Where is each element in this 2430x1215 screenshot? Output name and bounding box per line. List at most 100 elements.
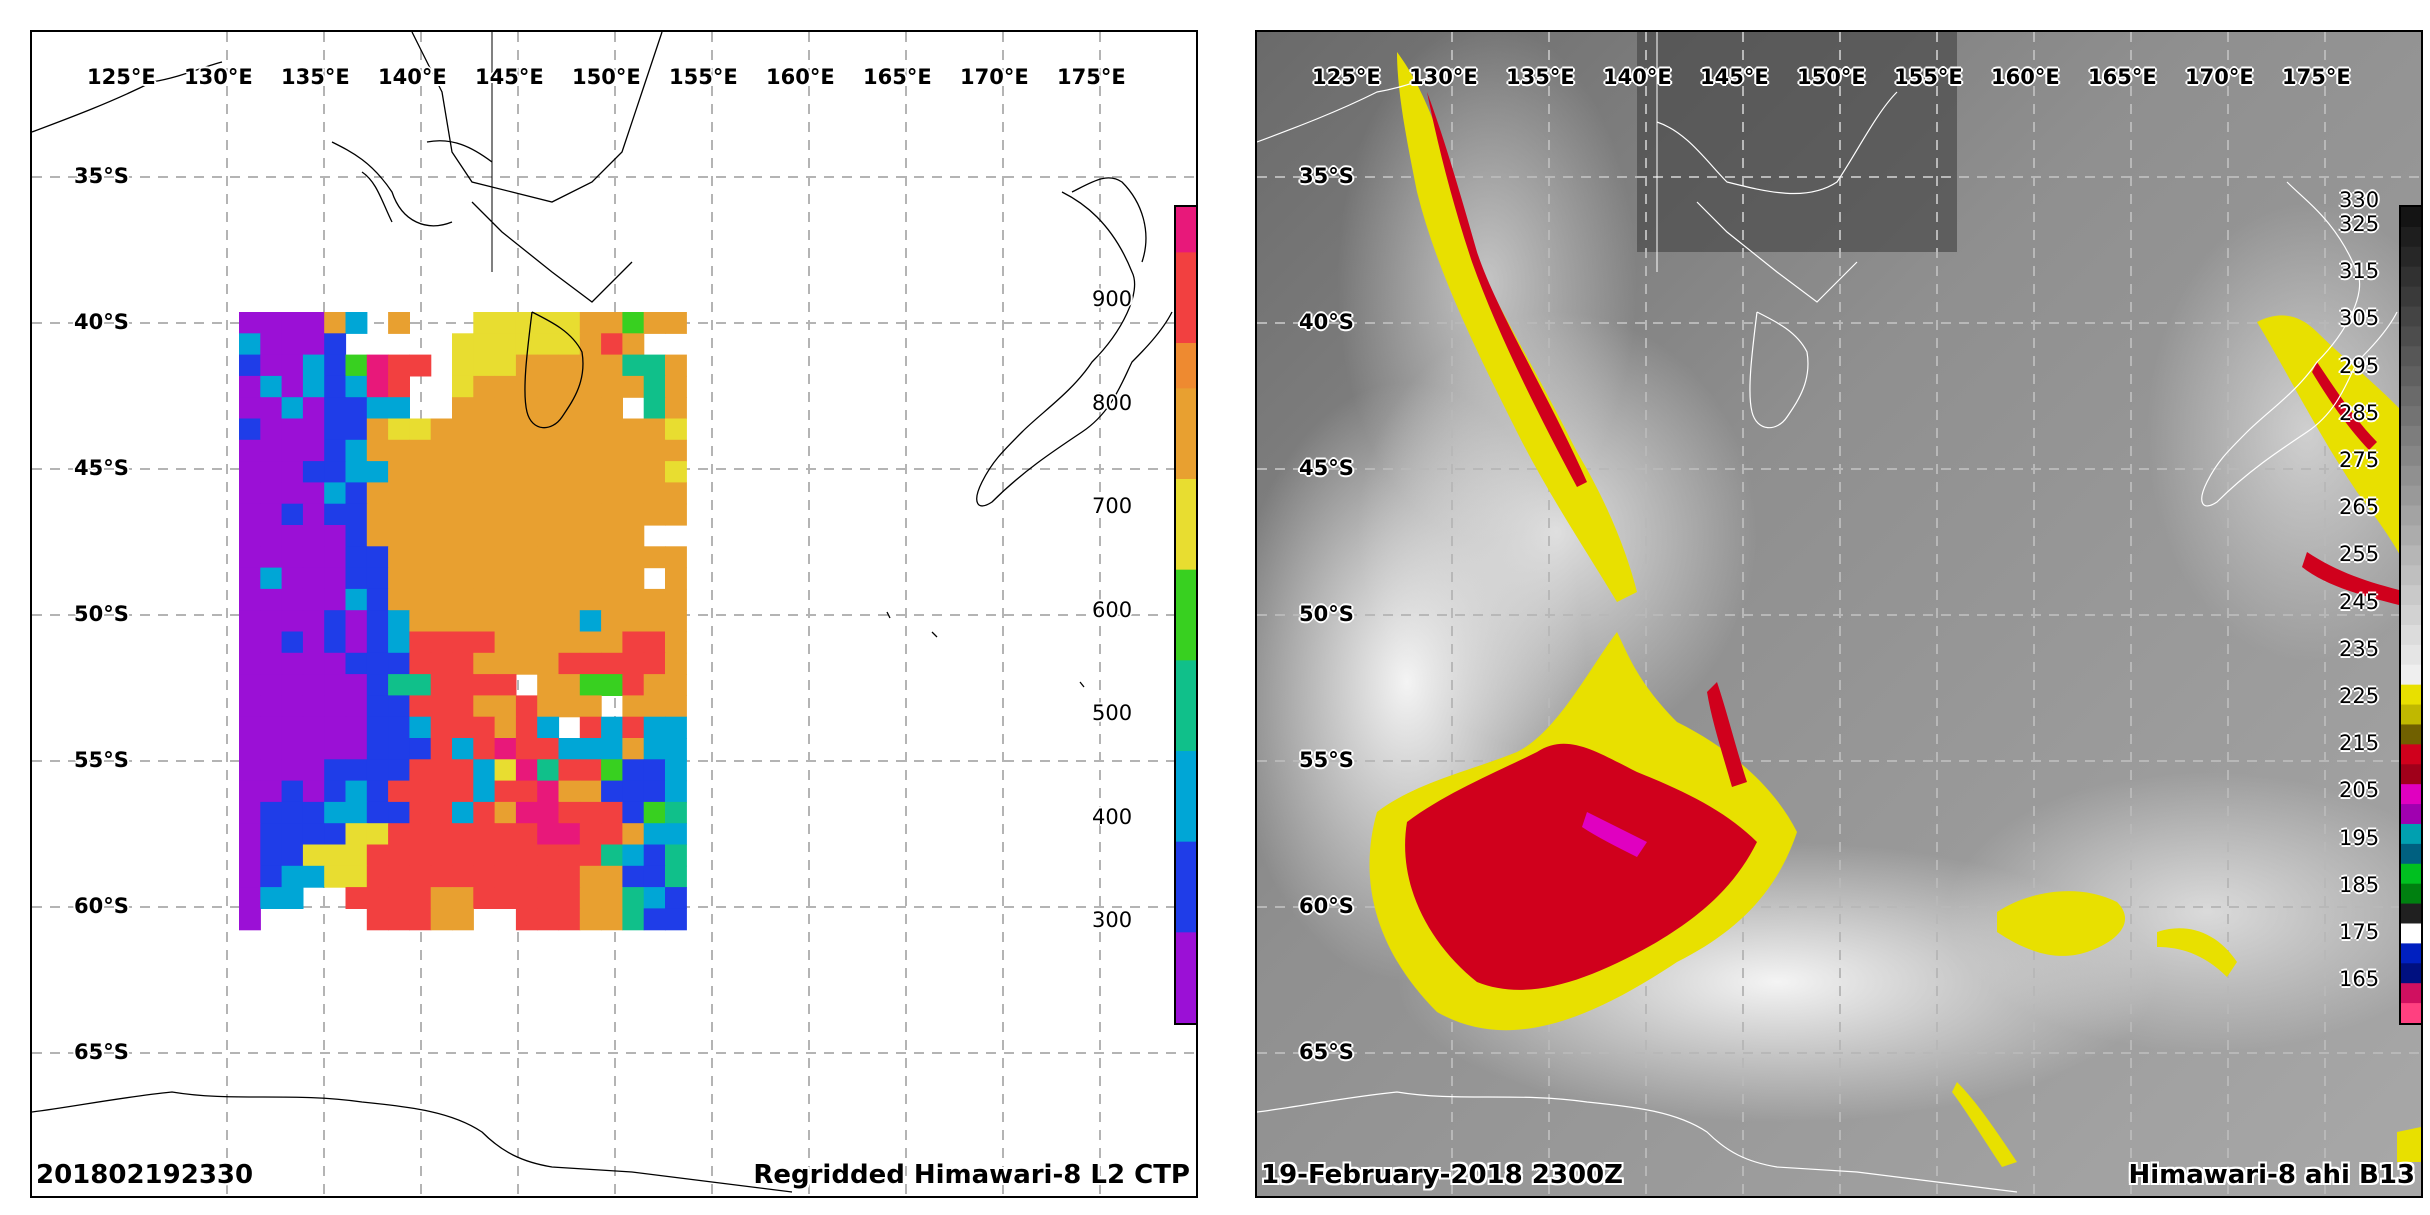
ctp-cell (430, 716, 453, 739)
ctp-cell (665, 780, 687, 803)
ctp-cell (430, 674, 453, 696)
lat-label: 65°S (1299, 1040, 1354, 1064)
ctp-cell (601, 780, 623, 803)
lon-label: 155°E (1894, 65, 1963, 89)
ctp-cell (558, 397, 581, 420)
ctp-cell (622, 312, 645, 334)
ctp-cell (494, 354, 517, 377)
ctp-cell (558, 674, 581, 696)
ctp-cell (345, 375, 368, 398)
ctp-cell (622, 503, 645, 526)
ctp-cell (579, 759, 602, 782)
ctp-cell (388, 525, 410, 547)
ctp-cell (494, 482, 517, 505)
ctp-cell (643, 610, 666, 633)
ctp-cell (409, 887, 432, 909)
ctp-cell (622, 546, 645, 569)
colorbar-segment (2401, 624, 2421, 646)
ctp-cell (366, 375, 389, 398)
ctp-cell (366, 652, 389, 675)
ctp-cell (579, 908, 602, 931)
ctp-cell (260, 695, 283, 718)
ctp-cell (366, 567, 389, 590)
ctp-cell (281, 738, 304, 760)
ctp-cell (601, 375, 623, 398)
ctp-cell (494, 610, 517, 633)
ctp-cell (302, 482, 325, 505)
ctp-cell (601, 397, 623, 420)
ctp-cell (643, 695, 666, 718)
ctp-cell (643, 354, 666, 377)
ctp-cell (260, 333, 283, 356)
ctp-cell (409, 588, 432, 611)
ctp-cell (324, 631, 347, 654)
ctp-cell (494, 418, 517, 441)
ctp-cell (239, 567, 261, 590)
ctp-cell (388, 780, 410, 803)
ctp-cell (239, 887, 261, 909)
ctp-cell (537, 759, 560, 782)
ctp-cell (260, 439, 283, 462)
ctp-cell (324, 780, 347, 803)
ctp-cell (558, 801, 581, 824)
ctp-cell (302, 780, 325, 803)
ir-map-panel: 125°E 130°E 135°E 140°E 145°E 150°E 155°E 160°E… (1255, 30, 2423, 1198)
ctp-cell (643, 759, 666, 782)
ctp-cell (239, 333, 261, 356)
ctp-cell (601, 439, 623, 462)
ctp-cell (260, 716, 283, 739)
ctp-cell (260, 418, 283, 441)
ctp-cell (473, 333, 496, 356)
ctp-cell (388, 865, 410, 888)
ctp-cell (281, 588, 304, 611)
ctp-cell (388, 801, 410, 824)
ctp-cell (473, 823, 496, 846)
ctp-cell (366, 759, 389, 782)
lon-label: 170°E (960, 65, 1029, 89)
ctp-cell (239, 546, 261, 569)
ctp-cell (579, 397, 602, 420)
colorbar-segment (2401, 425, 2421, 447)
ctp-cell (558, 461, 581, 483)
colorbar-tick-label: 800 (1092, 390, 1133, 415)
ctp-cell (452, 887, 474, 909)
ctp-cell (366, 908, 389, 931)
ctp-map (32, 32, 1196, 1196)
ctp-cell (281, 887, 304, 909)
ctp-cell (537, 439, 560, 462)
colorbar-segment (1176, 343, 1196, 390)
ctp-cell (579, 695, 602, 718)
product-caption: Himawari-8 ahi B13 (2128, 1160, 2415, 1190)
ctp-cell (281, 844, 304, 867)
timestamp-caption: 201802192330 (36, 1160, 254, 1190)
ctp-cell (409, 674, 432, 696)
ctp-cell (302, 588, 325, 611)
ctp-cell (366, 503, 389, 526)
ctp-cell (345, 780, 368, 803)
ctp-cell (388, 908, 410, 931)
ctp-cell (345, 844, 368, 867)
ctp-cell (366, 354, 389, 377)
ctp-cell (665, 823, 687, 846)
ctp-cell (409, 354, 432, 377)
ctp-cell (558, 418, 581, 441)
ctp-cell (409, 525, 432, 547)
ctp-cell (622, 759, 645, 782)
ctp-cell (494, 823, 517, 846)
ctp-cell (537, 418, 560, 441)
colorbar-segment (1176, 841, 1196, 888)
ctp-cell (473, 482, 496, 505)
ctp-cell (622, 461, 645, 483)
ctp-cell (430, 525, 453, 547)
ctp-cell (366, 801, 389, 824)
ctp-cell (579, 887, 602, 909)
ctp-cell (260, 652, 283, 675)
lon-label: 140°E (378, 65, 447, 89)
lat-label: 60°S (74, 894, 129, 918)
ctp-cell (579, 738, 602, 760)
ctp-cell (239, 375, 261, 398)
ctp-cell (281, 801, 304, 824)
colorbar-segment (2401, 286, 2421, 308)
ctp-cell (473, 801, 496, 824)
ctp-cell (622, 844, 645, 867)
